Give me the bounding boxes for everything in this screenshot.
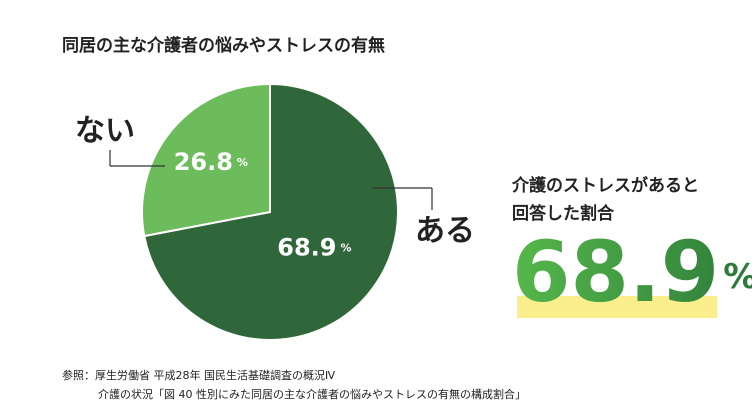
pie-slice [141, 82, 271, 238]
big-value-number: 68.9 [512, 223, 719, 321]
source-note: 介護の状況「図 40 性別にみた同居の主な介護者の悩みやストレスの有無の構成割合… [98, 387, 526, 401]
big-value: 68.9% [512, 223, 752, 321]
annotation: 介護のストレスがあると [511, 175, 699, 196]
category-label: ある [415, 214, 475, 249]
data-label-unit: % [237, 156, 248, 169]
data-label: 68.9% [277, 234, 351, 262]
data-label-number: 26.8 [174, 148, 233, 176]
chart-title: 同居の主な介護者の悩みやストレスの有無 [62, 35, 385, 56]
annotation: 回答した割合 [512, 203, 615, 224]
source-note: 参照：厚生労働省 平成28年 国民生活基礎調査の概況Ⅳ [62, 368, 336, 382]
highlight [517, 296, 717, 318]
data-label-number: 68.9 [277, 234, 336, 262]
data-label: 26.8% [174, 148, 248, 176]
category-label: ない [75, 114, 135, 149]
pie: 68.9 %26.8% [141, 82, 399, 341]
data-label-unit: % [340, 242, 351, 255]
pie-slice [143, 82, 399, 341]
big-value-unit: % [723, 257, 752, 297]
